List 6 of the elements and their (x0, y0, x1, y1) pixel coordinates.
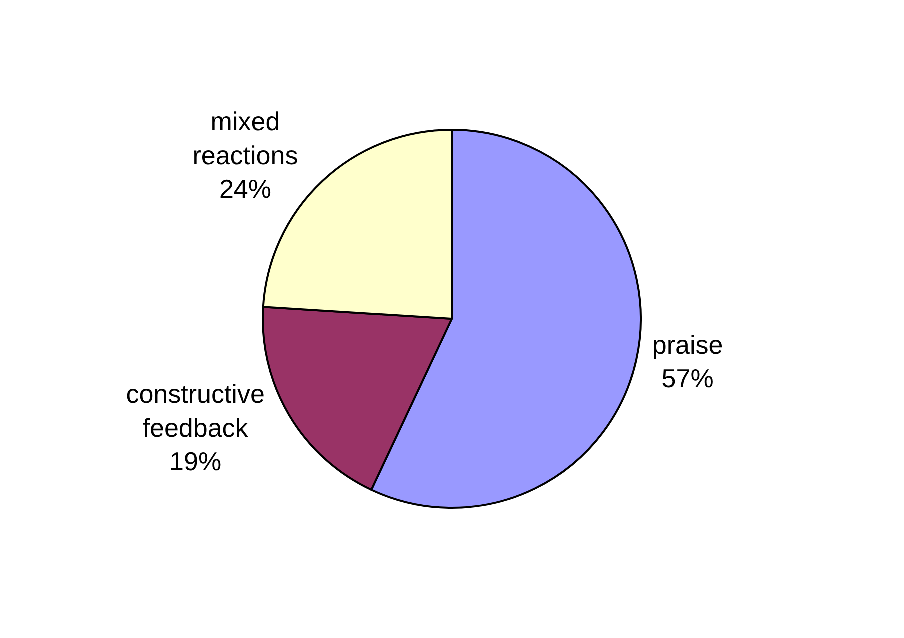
data-label: 57% (662, 364, 714, 394)
data-label: 24% (219, 174, 272, 204)
slice-label: praise (652, 330, 724, 360)
slice-label: mixed reactions (192, 106, 298, 170)
data-label: 19% (170, 446, 222, 477)
slice-label: constructive feedback (126, 379, 265, 443)
